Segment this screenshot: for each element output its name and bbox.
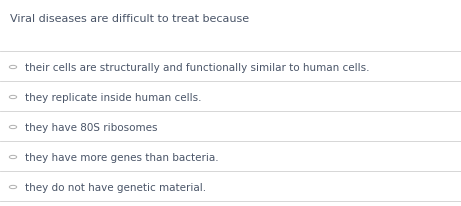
Text: they do not have genetic material.: they do not have genetic material. (25, 182, 206, 192)
Text: they have 80S ribosomes: they have 80S ribosomes (25, 122, 158, 132)
Text: Viral diseases are difficult to treat because: Viral diseases are difficult to treat be… (10, 14, 249, 24)
Text: they replicate inside human cells.: they replicate inside human cells. (25, 92, 201, 103)
Text: their cells are structurally and functionally similar to human cells.: their cells are structurally and functio… (25, 63, 370, 73)
Text: they have more genes than bacteria.: they have more genes than bacteria. (25, 152, 219, 162)
